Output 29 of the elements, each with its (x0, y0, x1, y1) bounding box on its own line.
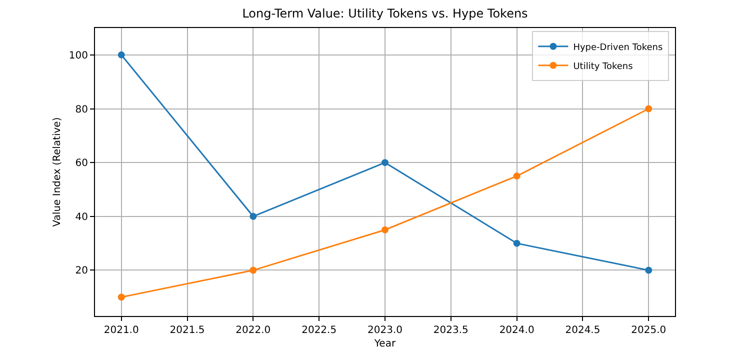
y-axis-title: Value Index (Relative) (52, 117, 63, 227)
x-axis-title: Year (373, 338, 396, 350)
y-tick-label: 40 (75, 212, 88, 223)
legend-label: Hype-Driven Tokens (573, 42, 663, 53)
x-tick-label: 2022.0 (236, 325, 271, 336)
x-tick-label: 2024.5 (565, 325, 600, 336)
x-tick-label: 2022.5 (302, 325, 337, 336)
x-tick-label: 2025.0 (631, 325, 666, 336)
point (513, 240, 520, 247)
chart-title: Long-Term Value: Utility Tokens vs. Hype Tokens (242, 6, 528, 20)
point (645, 105, 652, 112)
x-tick-label: 2024.0 (499, 325, 534, 336)
point (645, 266, 652, 274)
point (382, 159, 388, 166)
y-tick-label: 20 (75, 266, 88, 277)
x-tick-label: 2023.0 (368, 325, 402, 336)
point (118, 294, 125, 301)
y-tick-label: 80 (75, 104, 88, 116)
legend-label: Utility Tokens (573, 62, 634, 72)
point (382, 226, 388, 234)
x-tick-label: 2021.0 (104, 325, 139, 336)
x-tick-label: 2023.5 (433, 325, 468, 336)
y-tick-label: 100 (68, 50, 88, 62)
point (250, 212, 257, 220)
point (513, 172, 520, 180)
point (250, 266, 257, 274)
y-tick-label: 60 (75, 158, 88, 170)
x-tick-label: 2021.5 (170, 325, 205, 336)
point (118, 51, 125, 58)
